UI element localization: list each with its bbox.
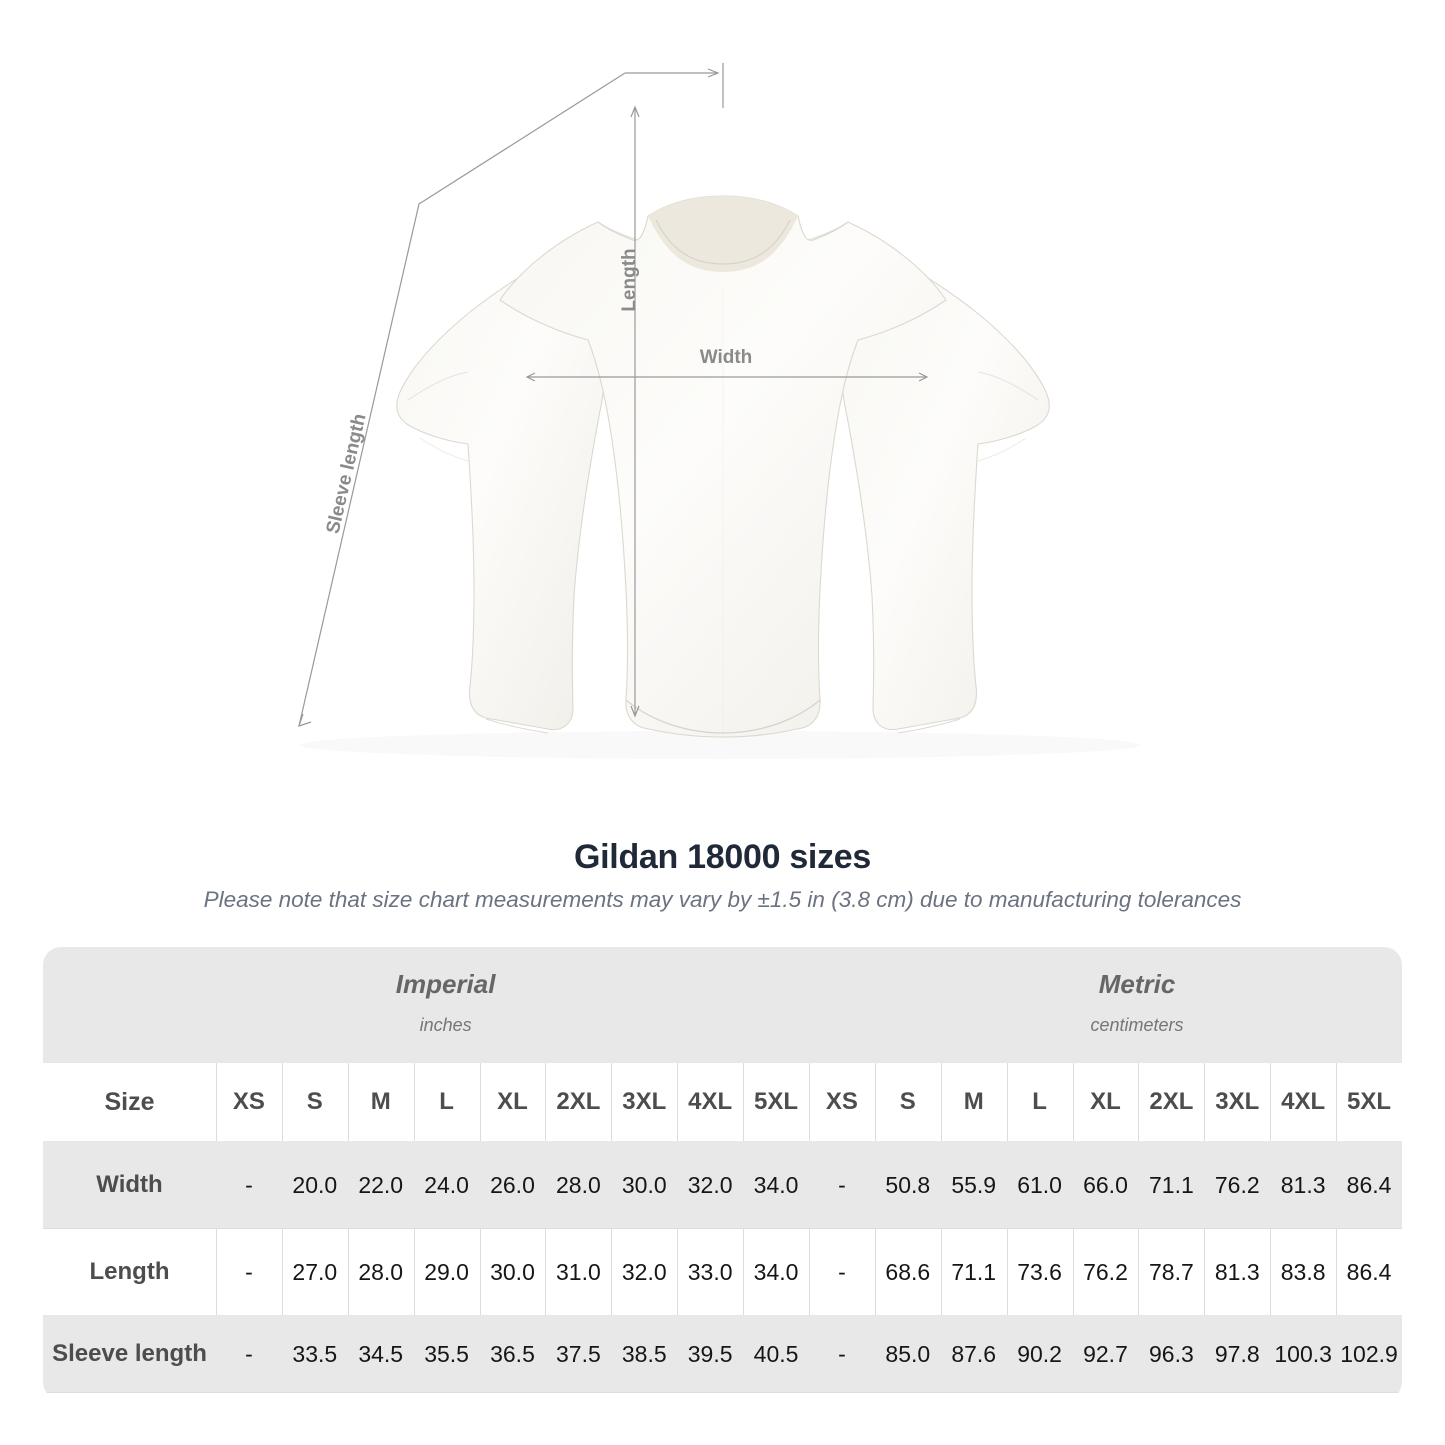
svg-text:Length: Length	[619, 248, 640, 311]
svg-text:Width: Width	[700, 347, 753, 368]
